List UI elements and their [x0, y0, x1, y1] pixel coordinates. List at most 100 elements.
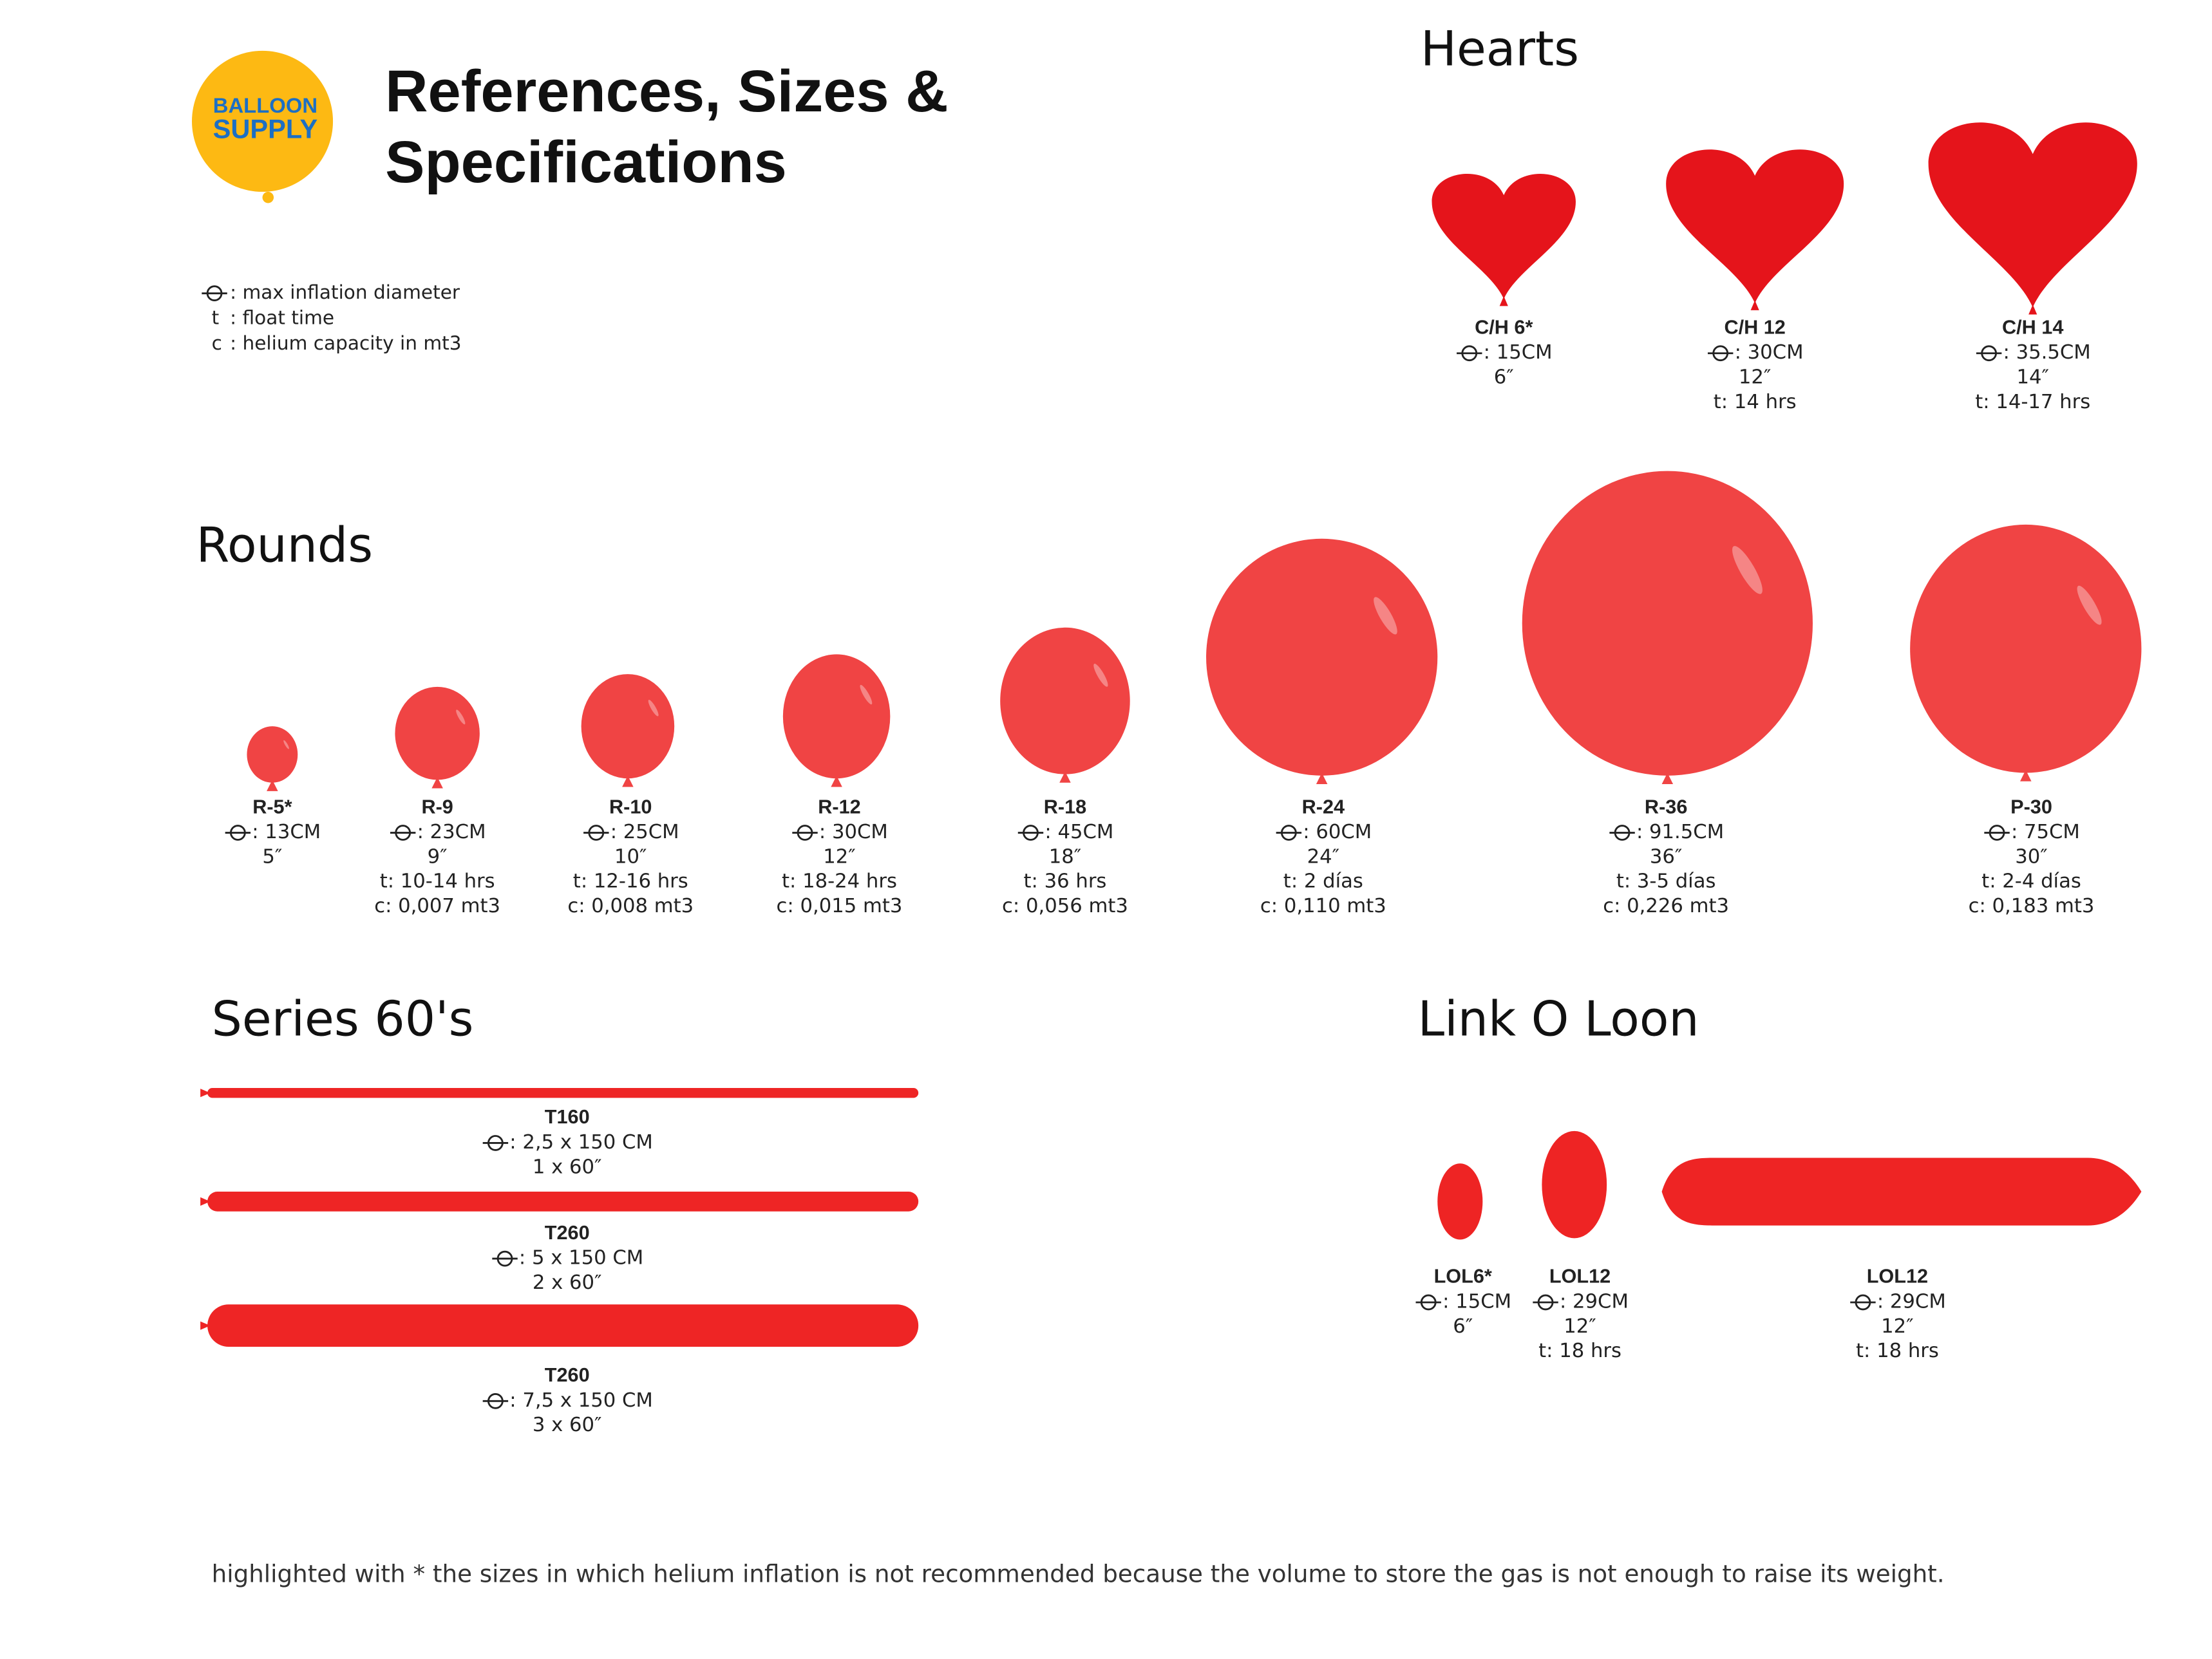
product-spec: : 60CM [1303, 821, 1372, 843]
product-spec: t: 14-17 hrs [1975, 391, 2090, 413]
knot [2019, 770, 2032, 782]
diameter-icon [1017, 825, 1044, 841]
product-spec: c: 0,015 mt3 [777, 895, 903, 917]
product-spec: t: 14 hrs [1714, 391, 1797, 413]
product-spec: : 25CM [610, 821, 679, 843]
logo-knot [262, 191, 274, 203]
product-name: R-9 [421, 796, 453, 818]
product-spec: 14″ [2016, 366, 2048, 389]
section-title: Rounds [196, 518, 373, 574]
link-balloon [1661, 1158, 2142, 1226]
product-name: LOL6* [1434, 1266, 1492, 1288]
product-spec: t: 18 hrs [1856, 1340, 1939, 1362]
product-spec: : 23CM [417, 821, 486, 843]
round-balloon [782, 654, 891, 779]
logo-text: BALLOON [213, 93, 317, 117]
knot [1316, 773, 1328, 784]
product-name: T260 [545, 1364, 590, 1386]
product-spec: : 91.5CM [1636, 821, 1724, 843]
product-spec: : 15CM [1484, 341, 1553, 364]
twisting-balloon [207, 1088, 919, 1098]
knot [267, 780, 278, 791]
product-spec: t: 36 hrs [1024, 870, 1107, 893]
product-name: R-24 [1302, 796, 1345, 818]
product-spec: : 45CM [1045, 821, 1113, 843]
product-spec: : 2,5 x 150 CM [509, 1131, 653, 1154]
footnote: highlighted with * the sizes in which he… [212, 1559, 1945, 1588]
highlight [648, 700, 659, 717]
diameter-icon [1850, 1294, 1876, 1311]
diameter-icon [390, 825, 416, 841]
product-spec: 30″ [2015, 845, 2047, 868]
knot [1059, 771, 1071, 783]
product-spec: : 35.5CM [2003, 341, 2091, 364]
knot [622, 775, 634, 787]
product-spec: t: 2 días [1283, 870, 1363, 893]
product-spec: 12″ [1739, 366, 1771, 389]
knot [1499, 296, 1508, 306]
product-name: R-36 [1645, 796, 1687, 818]
product-spec: 18″ [1049, 845, 1081, 868]
product-spec: : 29CM [1877, 1291, 1946, 1313]
diameter-icon [1457, 345, 1482, 362]
diameter-icon [1533, 1294, 1558, 1311]
diameter-icon [1976, 345, 2002, 362]
twisting-balloon [207, 1192, 919, 1212]
product-spec: t: 3-5 días [1616, 870, 1716, 893]
product-spec: t: 18 hrs [1538, 1340, 1621, 1362]
link-balloon [1542, 1130, 1607, 1239]
knot [431, 777, 443, 789]
highlight [456, 709, 466, 725]
diameter-icon [1415, 1294, 1441, 1311]
product-spec: 3 x 60″ [533, 1414, 602, 1436]
round-balloon [395, 686, 480, 780]
product-name: T160 [545, 1106, 590, 1128]
product-spec: c: 0,056 mt3 [1002, 895, 1128, 917]
product-spec: t: 2-4 días [1981, 870, 2081, 893]
product-spec: 2 x 60″ [533, 1271, 602, 1294]
round-balloon [247, 726, 298, 783]
product-spec: : 13CM [252, 821, 321, 843]
legend-icon [202, 285, 227, 302]
title: References, Sizes & [385, 59, 948, 124]
title: Specifications [385, 129, 787, 195]
product-name: P-30 [2010, 796, 2052, 818]
highlight [1374, 597, 1397, 635]
product-name: C/H 6* [1475, 316, 1533, 338]
heart-balloon [1432, 174, 1576, 299]
product-spec: 1 x 60″ [533, 1156, 602, 1178]
product-name: T260 [545, 1222, 590, 1244]
knot [831, 775, 842, 787]
round-balloon [1522, 471, 1813, 776]
section-title: Series 60's [212, 991, 474, 1047]
product-spec: 12″ [823, 845, 855, 868]
product-name: R-5* [252, 796, 292, 818]
product-spec: 12″ [1881, 1315, 1913, 1338]
highlight [2077, 585, 2102, 625]
knot [2028, 305, 2037, 315]
product-name: R-18 [1044, 796, 1086, 818]
product-spec: 10″ [614, 845, 647, 868]
knot [200, 1089, 211, 1098]
diameter-icon [1609, 825, 1635, 841]
product-spec: : 29CM [1560, 1291, 1629, 1313]
diameter-icon [792, 825, 818, 841]
product-spec: : 15CM [1442, 1291, 1511, 1313]
product-spec: 24″ [1307, 845, 1339, 868]
section-title: Hearts [1421, 21, 1579, 77]
legend-text: : helium capacity in mt3 [230, 332, 461, 354]
product-spec: c: 0,110 mt3 [1260, 895, 1386, 917]
round-balloon [1910, 524, 2142, 773]
product-name: R-12 [818, 796, 860, 818]
product-spec: c: 0,007 mt3 [374, 895, 500, 917]
heart-balloon [1928, 122, 2137, 308]
product-spec: 36″ [1650, 845, 1682, 868]
product-name: LOL12 [1867, 1266, 1928, 1288]
legend-key: c [212, 332, 222, 354]
knot [200, 1197, 211, 1206]
product-name: LOL12 [1549, 1266, 1611, 1288]
diameter-icon [583, 825, 609, 841]
legend-key: t [212, 307, 220, 329]
